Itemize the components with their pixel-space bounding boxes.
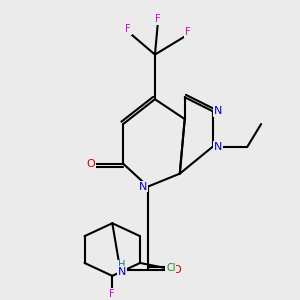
Text: N: N — [214, 142, 222, 152]
Text: N: N — [118, 267, 126, 277]
Text: F: F — [125, 24, 131, 34]
Text: N: N — [214, 106, 222, 116]
Text: F: F — [110, 289, 115, 299]
Text: O: O — [87, 159, 95, 169]
Text: F: F — [185, 27, 191, 37]
Text: F: F — [155, 14, 161, 24]
Text: O: O — [172, 265, 181, 275]
Text: H: H — [118, 260, 125, 270]
Text: N: N — [139, 182, 147, 192]
Text: Cl: Cl — [166, 263, 176, 273]
